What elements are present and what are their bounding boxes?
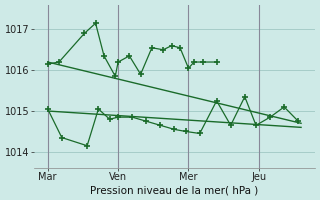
X-axis label: Pression niveau de la mer( hPa ): Pression niveau de la mer( hPa ) <box>90 185 259 195</box>
